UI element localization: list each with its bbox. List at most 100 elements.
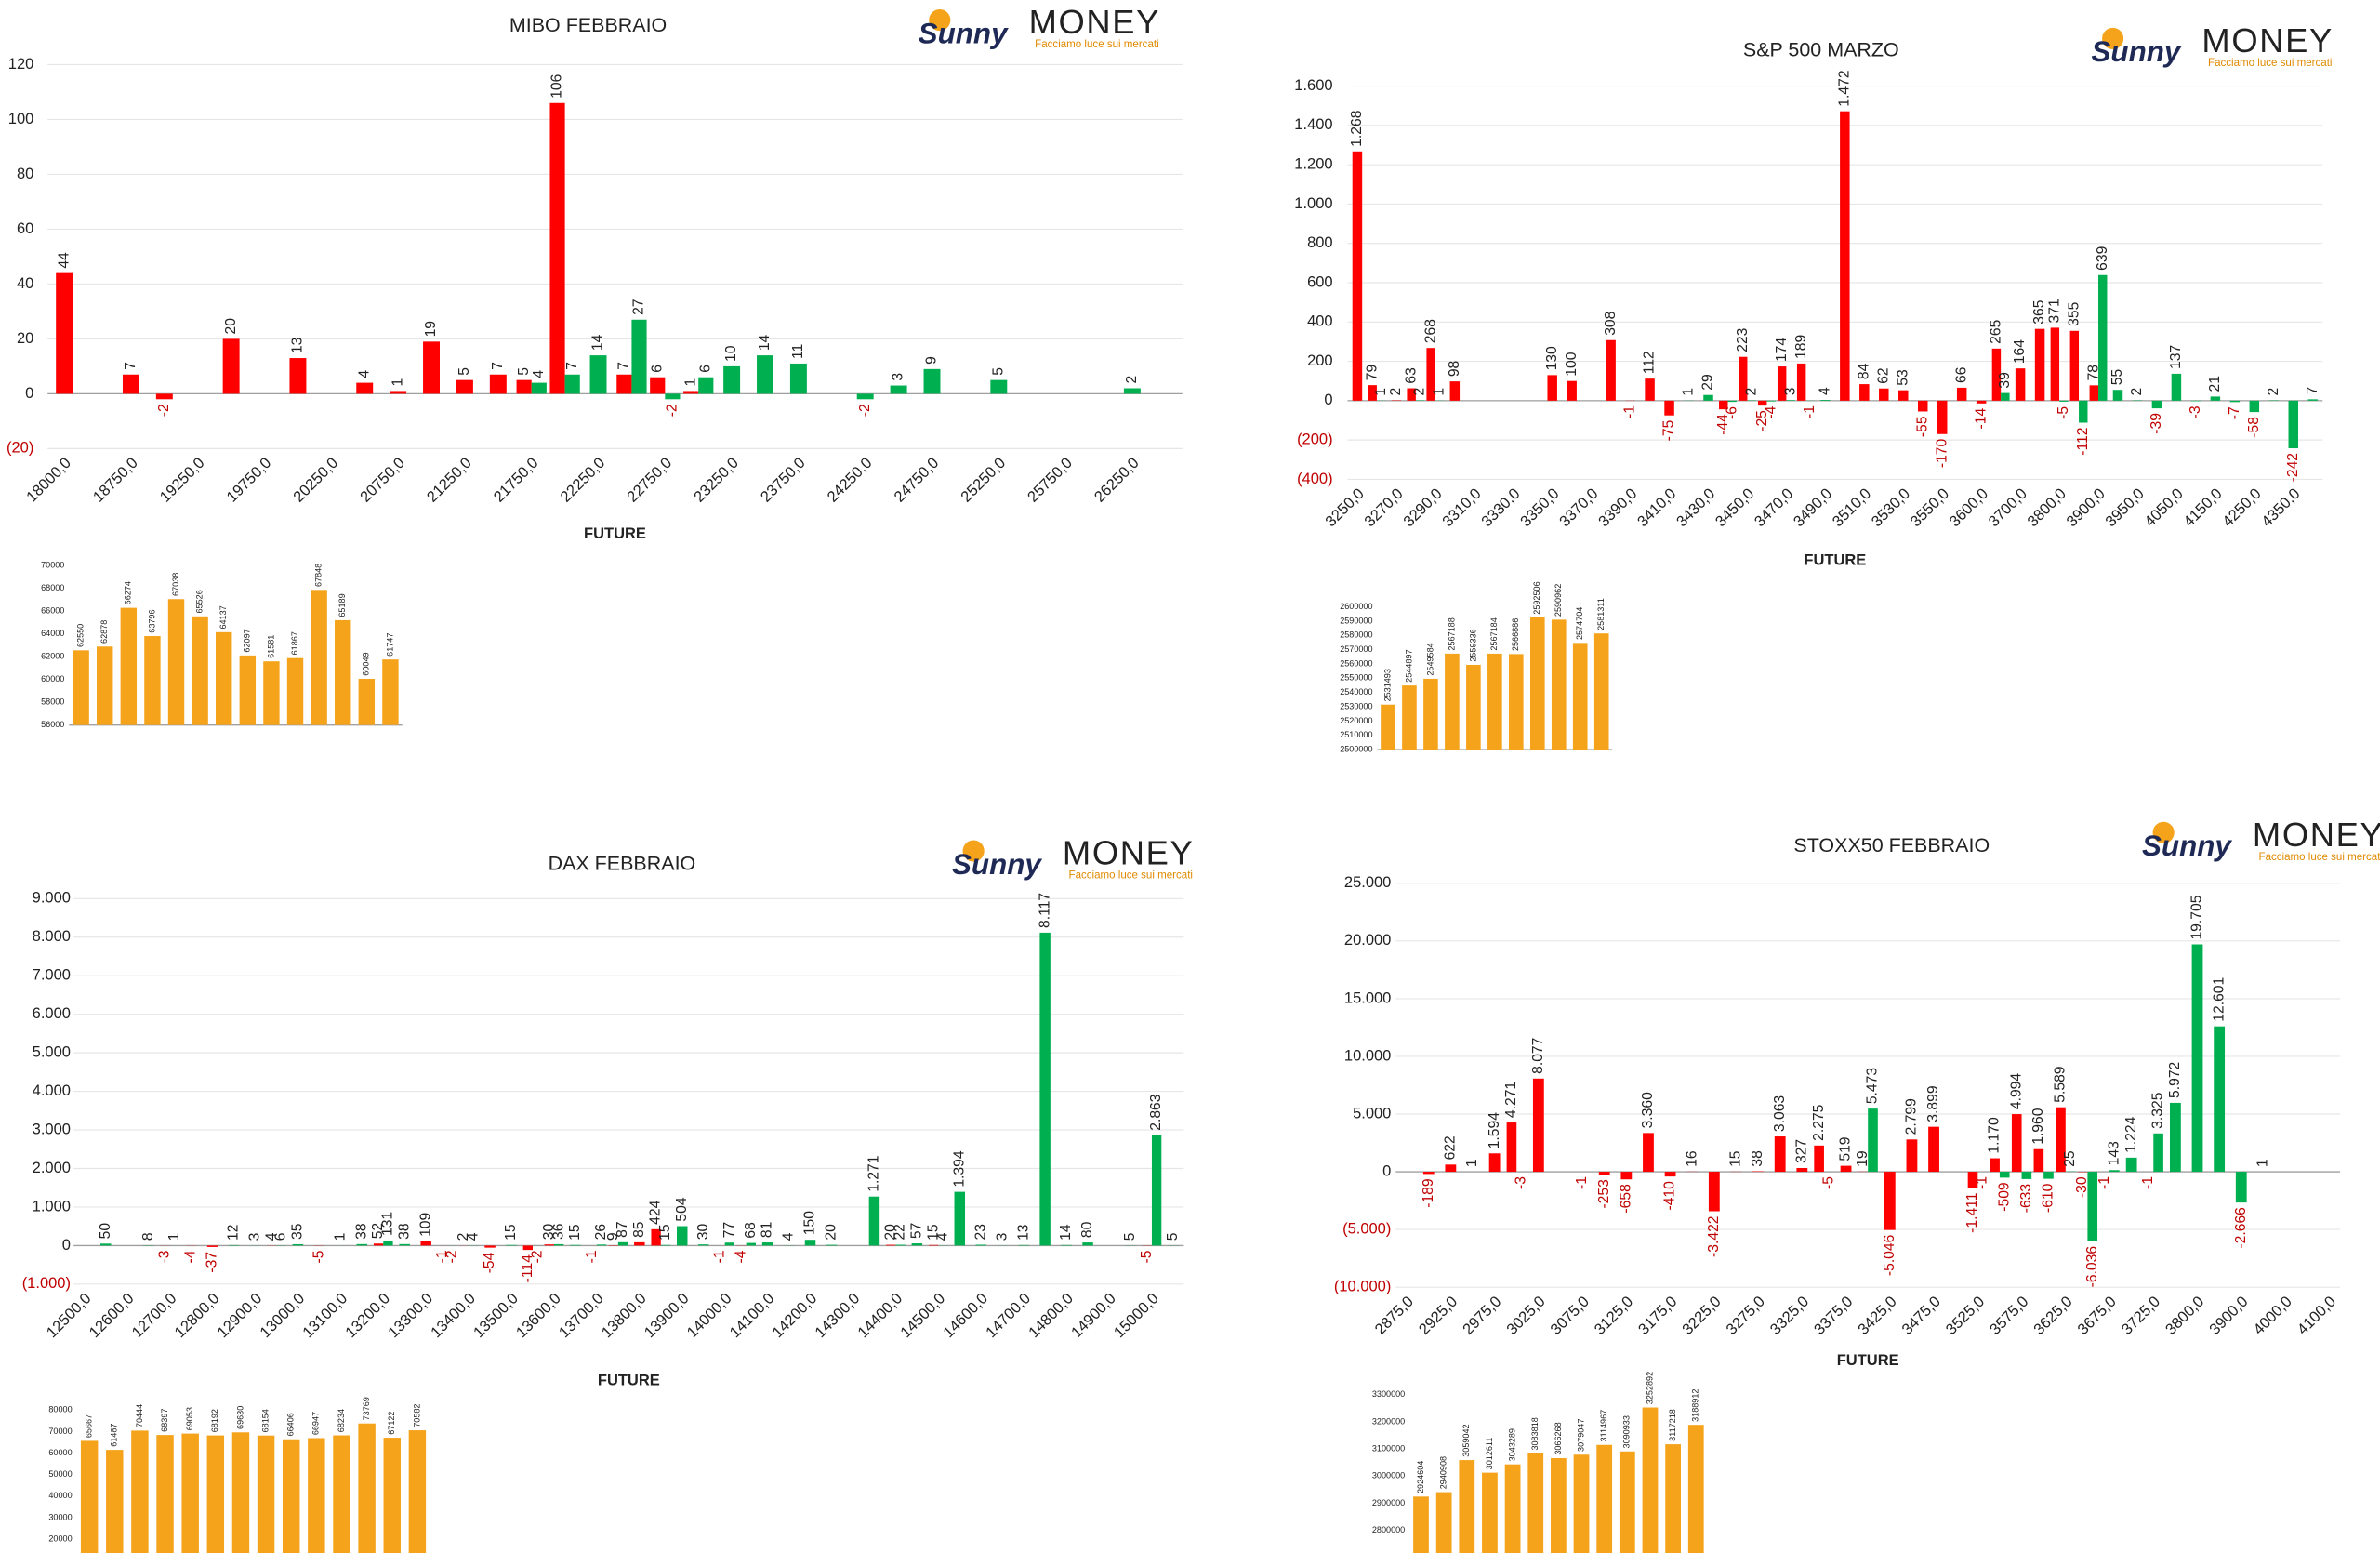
- bar: [408, 1430, 427, 1553]
- value-label: 30: [541, 1223, 557, 1240]
- bar: [1664, 1172, 1676, 1177]
- x-tick-label: 3470,0: [1752, 485, 1796, 530]
- x-tick-label: 4100,0: [2294, 1294, 2339, 1338]
- y-tick-label: 2540000: [1340, 687, 1372, 697]
- x-tick-label: 14100,0: [727, 1290, 778, 1341]
- value-label: 35: [290, 1223, 306, 1240]
- bar: [1482, 1472, 1498, 1553]
- y-tick-label: 20.000: [1344, 932, 1391, 949]
- x-tick-label: 3410,0: [1634, 485, 1679, 530]
- value-label: 98: [1447, 360, 1462, 377]
- value-label: 143: [2106, 1141, 2122, 1165]
- x-tick-label: 14500,0: [897, 1290, 948, 1341]
- logo-name: MONEY: [2202, 21, 2333, 60]
- value-label: 3.325: [2150, 1092, 2166, 1129]
- x-tick-label: 2925,0: [1416, 1294, 1461, 1338]
- x-tick-label: 13200,0: [342, 1290, 393, 1341]
- value-label: 68234: [337, 1409, 346, 1432]
- y-tick-label: 400: [1307, 313, 1333, 330]
- value-label: 67038: [171, 573, 180, 596]
- y-tick-label: 6.000: [33, 1005, 71, 1022]
- value-label: 2592506: [1532, 581, 1541, 614]
- bar: [1039, 932, 1051, 1246]
- x-tick-label: 13100,0: [299, 1290, 350, 1341]
- value-label: 2940908: [1439, 1456, 1448, 1489]
- value-label: 67122: [387, 1412, 396, 1435]
- value-label: 62: [1875, 367, 1891, 383]
- y-tick-label: 600: [1307, 273, 1333, 290]
- value-label: 2: [2266, 388, 2281, 396]
- x-tick-label: 14900,0: [1068, 1290, 1119, 1341]
- value-label: -5.046: [1882, 1234, 1897, 1276]
- logo-tagline: Facciamo luce sui mercati: [2208, 58, 2332, 69]
- bar: [2033, 1148, 2044, 1173]
- bar: [286, 657, 304, 725]
- bar: [650, 377, 666, 394]
- value-label: 66406: [286, 1413, 296, 1436]
- logo-tagline: Facciamo luce sui mercati: [1035, 39, 1158, 50]
- value-label: 65526: [195, 590, 205, 613]
- y-tick-label: 0: [1324, 392, 1332, 408]
- y-tick-label: (200): [1297, 431, 1333, 447]
- bar: [522, 1245, 533, 1251]
- value-label: -4: [734, 1250, 749, 1263]
- value-label: 2: [2129, 388, 2145, 396]
- value-label: 4: [935, 1232, 951, 1241]
- value-label: 519: [1838, 1136, 1854, 1161]
- bar: [308, 1438, 325, 1553]
- x-tick-label: 3175,0: [1635, 1294, 1680, 1338]
- bar: [1868, 1108, 1878, 1173]
- y-tick-label: 2530000: [1340, 701, 1372, 710]
- bar: [1606, 339, 1616, 401]
- value-label: -75: [1661, 419, 1677, 441]
- x-tick-label: 3800,0: [2025, 485, 2069, 530]
- value-label: 70582: [412, 1404, 421, 1427]
- bar: [1488, 1153, 1501, 1173]
- y-tick-label: 2590000: [1340, 616, 1372, 625]
- bar: [923, 368, 941, 394]
- value-label: 52: [370, 1223, 386, 1239]
- bar: [131, 1430, 149, 1553]
- bar: [549, 102, 565, 394]
- value-label: 622: [1443, 1135, 1459, 1160]
- bar: [2001, 392, 2010, 401]
- bar: [2307, 399, 2318, 401]
- bar: [1976, 400, 1987, 404]
- value-label: -6.036: [2084, 1246, 2100, 1288]
- bar: [1407, 388, 1416, 401]
- y-tick-label: 3100000: [1372, 1444, 1405, 1453]
- x-tick-label: 3900,0: [2063, 485, 2108, 530]
- logo-sun: [2102, 27, 2124, 49]
- y-tick-label: 120: [8, 56, 34, 73]
- bar: [651, 1228, 661, 1246]
- bar: [2015, 368, 2026, 401]
- value-label: 1: [1432, 388, 1448, 396]
- bar: [1082, 1242, 1093, 1246]
- value-label: 6: [649, 365, 665, 373]
- value-label: 164: [2012, 339, 2028, 364]
- value-label: -112: [2075, 427, 2091, 455]
- x-tick-label: 20250,0: [290, 455, 341, 506]
- bar: [570, 1244, 581, 1246]
- value-label: 2544897: [1404, 649, 1413, 682]
- value-label: -114: [520, 1254, 536, 1283]
- value-label: 20: [824, 1224, 840, 1241]
- x-tick-label: 13500,0: [470, 1290, 522, 1341]
- x-tick-label: 3675,0: [2074, 1294, 2119, 1338]
- bar: [616, 374, 632, 394]
- value-label: 67848: [314, 564, 324, 587]
- value-label: 79: [1364, 365, 1380, 380]
- y-tick-label: 0: [1382, 1162, 1391, 1179]
- y-tick-label: 7.000: [33, 967, 71, 984]
- bar: [553, 1243, 564, 1246]
- x-tick-label: 14200,0: [769, 1290, 820, 1341]
- value-label: -6: [1724, 406, 1739, 419]
- x-tick-label: 3625,0: [2030, 1294, 2075, 1338]
- bar: [2153, 1133, 2163, 1173]
- y-tick-label: 1.600: [1294, 77, 1332, 94]
- x-tick-label: 12700,0: [129, 1290, 180, 1341]
- bar: [856, 393, 874, 400]
- value-label: 8: [140, 1232, 156, 1241]
- bar: [2089, 385, 2099, 401]
- value-label: -54: [482, 1252, 497, 1273]
